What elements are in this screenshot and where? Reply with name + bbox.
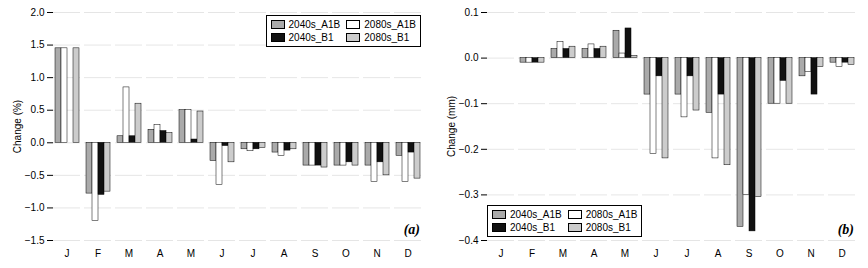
html-text:2040s_B1: 2040s_B1 (510, 222, 555, 233)
svg-text:J: J (65, 248, 70, 259)
svg-text:−0.3: −0.3 (459, 189, 479, 200)
svg-text:J: J (685, 248, 690, 259)
svg-text:J: J (654, 248, 659, 259)
svg-text:0.0: 0.0 (31, 137, 45, 148)
svg-text:−0.4: −0.4 (459, 235, 479, 246)
html-text:2040s_B1: 2040s_B1 (288, 32, 334, 43)
svg-text:A: A (591, 248, 598, 259)
svg-text:A: A (715, 248, 722, 259)
svg-text:−0.5: −0.5 (25, 170, 45, 181)
svg-text:J: J (220, 248, 225, 259)
svg-text:O: O (342, 248, 350, 259)
svg-text:A: A (157, 248, 164, 259)
svg-text:A: A (281, 248, 288, 259)
svg-text:D: D (404, 248, 411, 259)
svg-text:−0.1: −0.1 (459, 98, 479, 109)
svg-text:1.0: 1.0 (31, 72, 45, 83)
svg-text:M: M (125, 248, 133, 259)
svg-text:M: M (621, 248, 629, 259)
svg-text:N: N (807, 248, 814, 259)
svg-text:S: S (746, 248, 753, 259)
html-text:2040s_A1B: 2040s_A1B (288, 19, 341, 30)
svg-text:−0.2: −0.2 (459, 144, 479, 155)
html-text:(a): (a) (403, 222, 420, 237)
html-text:(b): (b) (837, 222, 854, 237)
html-text:2080s_B1: 2080s_B1 (364, 32, 410, 43)
svg-text:−1.0: −1.0 (25, 202, 45, 213)
svg-text:Change (mm): Change (mm) (446, 96, 457, 157)
svg-text:F: F (529, 248, 535, 259)
svg-text:O: O (776, 248, 784, 259)
svg-text:J: J (251, 248, 256, 259)
svg-text:0.5: 0.5 (31, 104, 45, 115)
svg-text:M: M (559, 248, 567, 259)
html-text:2040s_A1B: 2040s_A1B (510, 209, 562, 220)
svg-text:M: M (187, 248, 195, 259)
svg-text:2.0: 2.0 (31, 7, 45, 18)
svg-text:−1.5: −1.5 (25, 235, 45, 246)
svg-text:D: D (838, 248, 845, 259)
svg-text:N: N (373, 248, 380, 259)
html-text:2080s_A1B: 2080s_A1B (364, 19, 416, 30)
html-text:2080s_B1: 2080s_B1 (585, 222, 631, 233)
svg-text:J: J (499, 248, 504, 259)
svg-text:Change (%): Change (%) (12, 100, 23, 153)
svg-text:F: F (95, 248, 101, 259)
svg-text:0.0: 0.0 (465, 52, 479, 63)
html-text:2080s_A1B: 2080s_A1B (585, 209, 638, 220)
svg-text:1.5: 1.5 (31, 39, 45, 50)
svg-text:0.1: 0.1 (465, 7, 479, 18)
svg-text:S: S (312, 248, 319, 259)
